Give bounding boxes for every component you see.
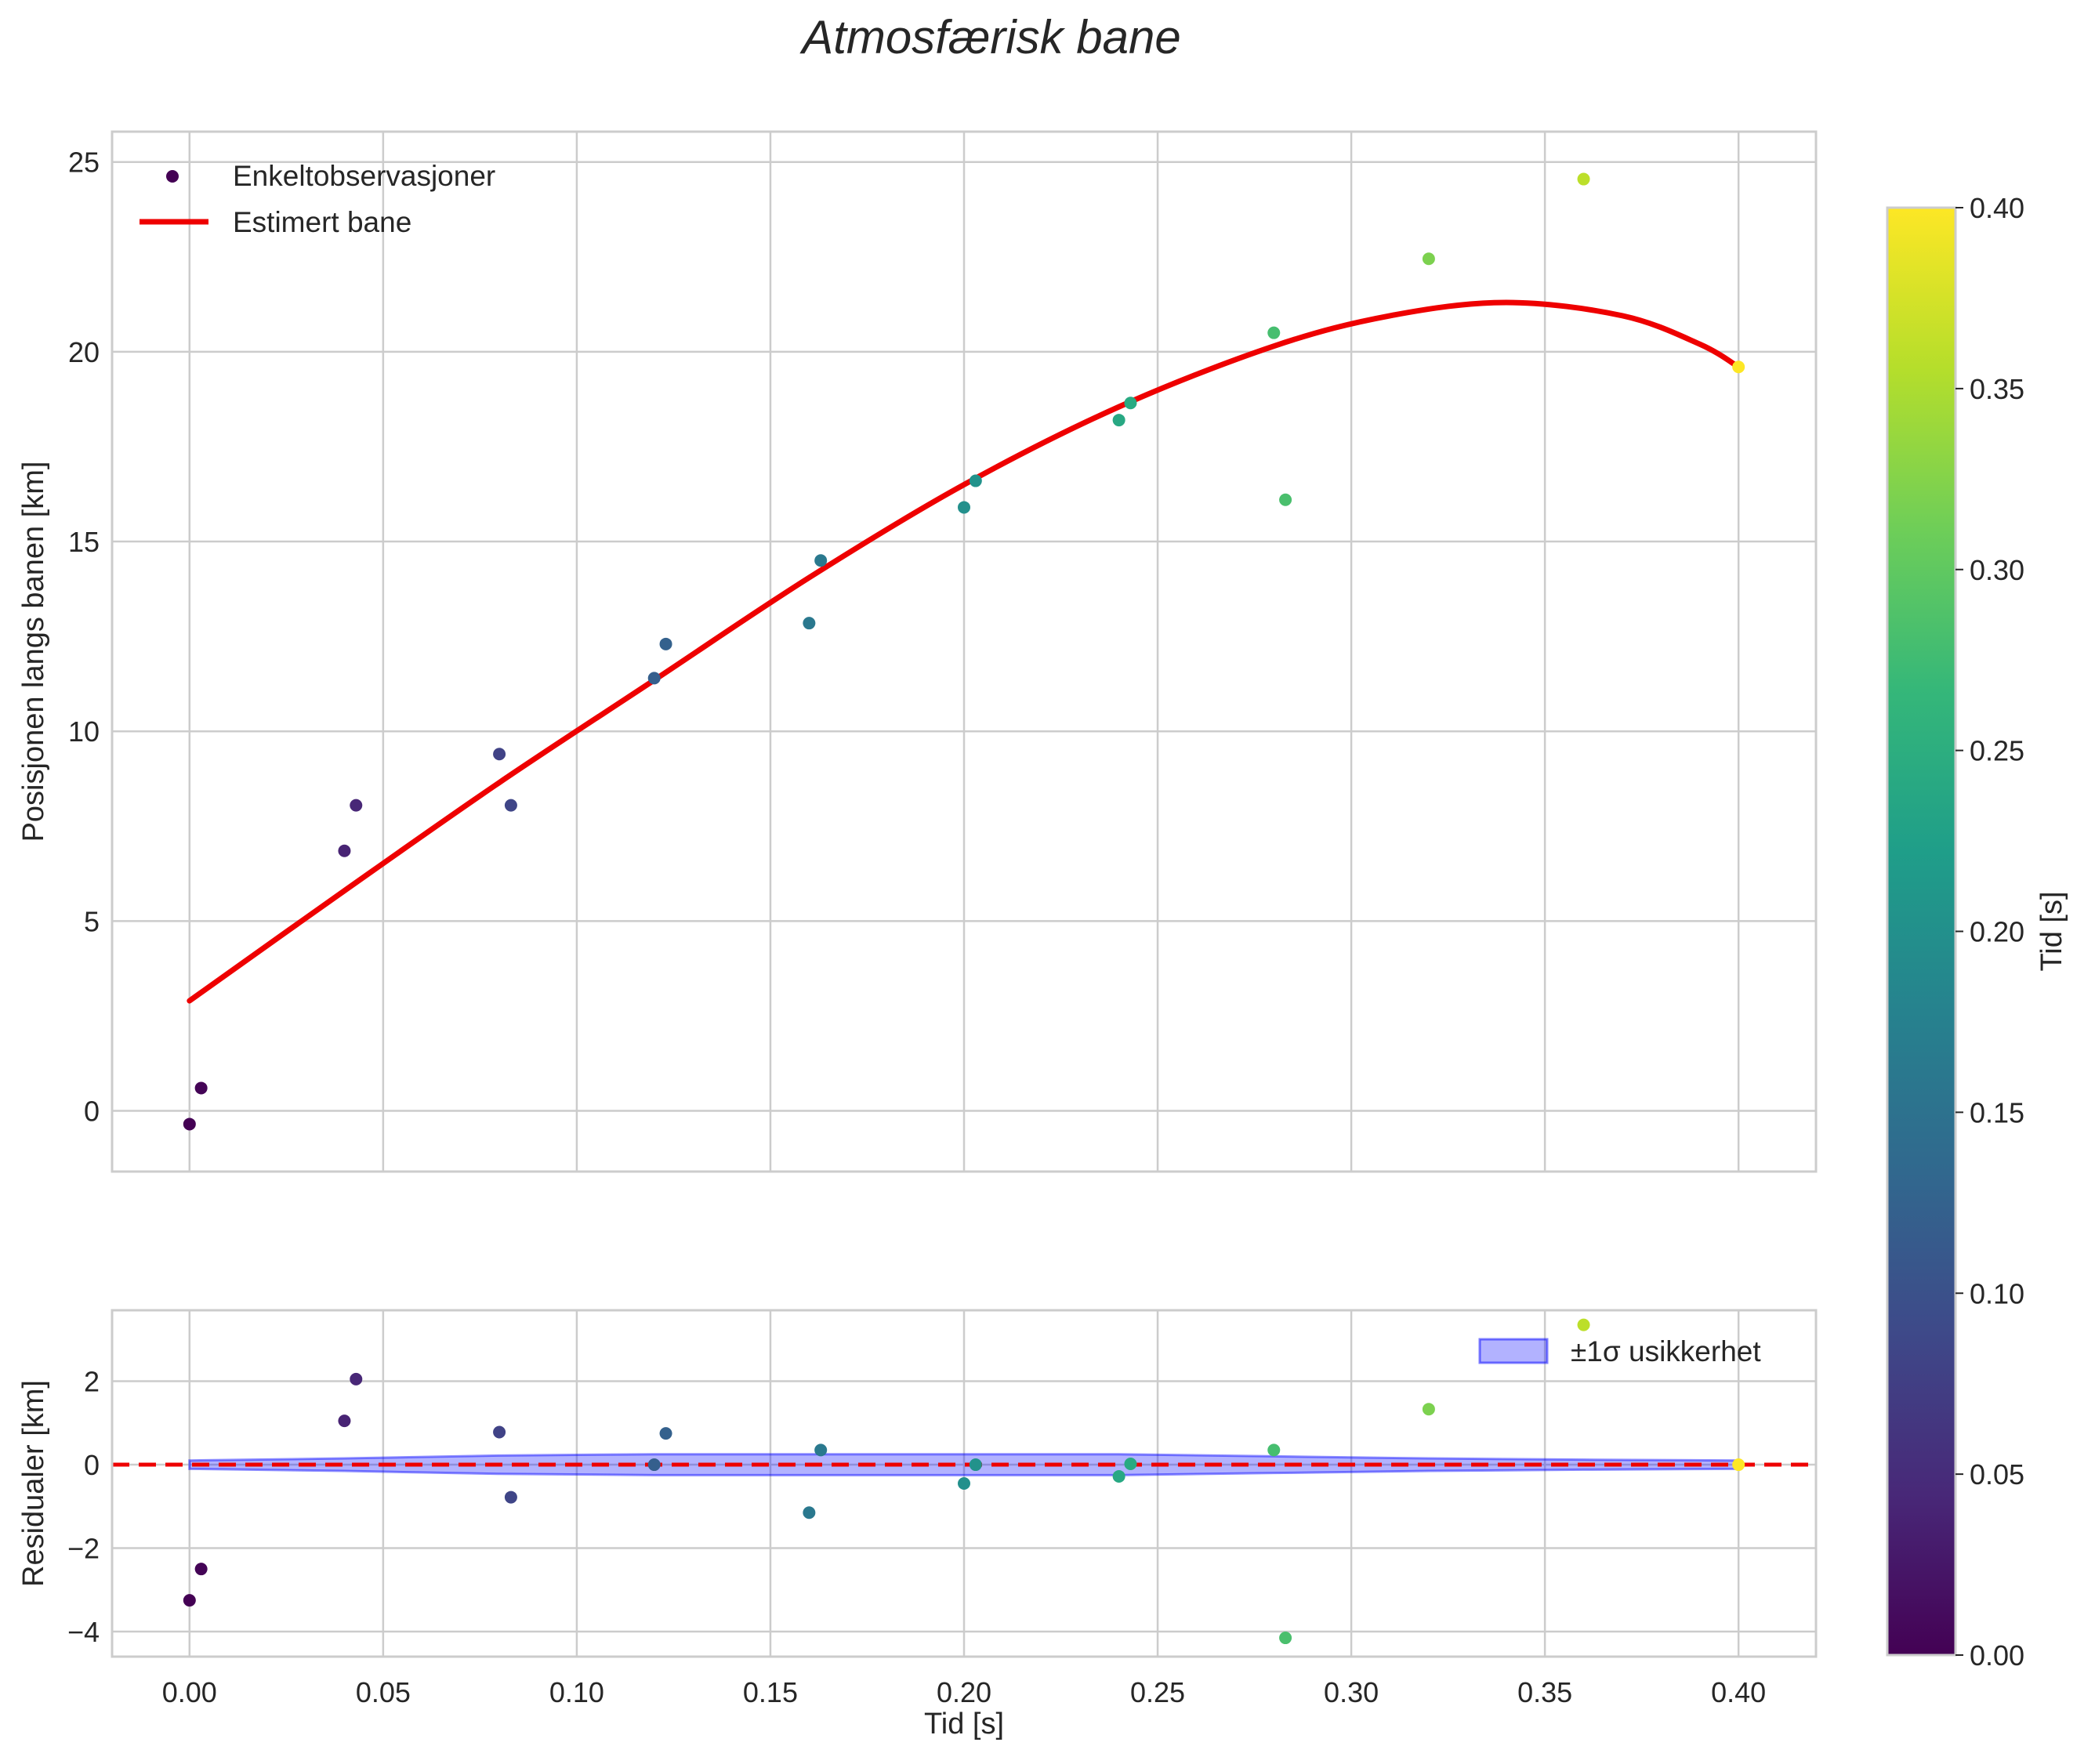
residual-point bbox=[958, 1477, 970, 1490]
chart-title: Atmosfærisk bane bbox=[799, 11, 1181, 63]
colorbar-label: Tid [s] bbox=[2035, 891, 2068, 971]
residual-point bbox=[194, 1563, 208, 1576]
legend-label-observations: Enkeltobservasjoner bbox=[233, 160, 495, 192]
residual-point bbox=[803, 1506, 816, 1520]
colorbar-tick-label: 0.05 bbox=[1970, 1458, 2024, 1491]
residual-y-tick-label: 2 bbox=[84, 1366, 100, 1398]
residual-points bbox=[183, 1318, 1745, 1645]
observation-point bbox=[183, 1117, 196, 1131]
residual-legend: ±1σ usikkerhet bbox=[1478, 1335, 1761, 1367]
residual-point bbox=[1732, 1458, 1745, 1472]
residual-point bbox=[338, 1414, 351, 1428]
x-tick-label: 0.10 bbox=[549, 1676, 604, 1708]
main-y-tick-labels: 0 5 10 15 20 25 bbox=[68, 147, 100, 1128]
x-tick-label: 0.25 bbox=[1130, 1676, 1185, 1708]
main-y-tick-label: 10 bbox=[68, 715, 100, 748]
main-y-tick-label: 20 bbox=[68, 336, 100, 368]
colorbar-tick-label: 0.15 bbox=[1970, 1096, 2024, 1128]
legend-label-fit: Estimert bane bbox=[233, 206, 411, 238]
observation-point bbox=[969, 474, 982, 487]
observation-point bbox=[1124, 397, 1137, 410]
colorbar-tick-label: 0.25 bbox=[1970, 735, 2024, 767]
main-y-tick-label: 15 bbox=[68, 526, 100, 558]
residual-panel: 20−2−4 0.00 0.05 0.10 0.15 0.20 0.25 0.30 0.35 0… bbox=[17, 1309, 1818, 1740]
colorbar-tick-label: 0.10 bbox=[1970, 1277, 2024, 1309]
x-tick-label: 0.35 bbox=[1517, 1676, 1572, 1708]
residual-point bbox=[814, 1443, 828, 1457]
legend-marker-observations bbox=[166, 170, 179, 183]
colorbar-gradient bbox=[1886, 206, 1957, 1657]
residual-point bbox=[969, 1458, 982, 1472]
main-y-axis-label: Posisjonen langs banen [km] bbox=[17, 462, 50, 842]
main-panel: 0 5 10 15 20 25 Posisjonen langs banen [km] E… bbox=[17, 130, 1818, 1173]
x-tick-label: 0.00 bbox=[162, 1676, 217, 1708]
residual-point bbox=[647, 1458, 661, 1472]
x-tick-label: 0.20 bbox=[937, 1676, 991, 1708]
main-y-tick-label: 5 bbox=[84, 905, 100, 937]
observation-point bbox=[1577, 172, 1590, 186]
main-legend: Enkeltobservasjoner Estimert bane bbox=[140, 160, 495, 238]
residual-y-tick-label: −4 bbox=[67, 1616, 100, 1648]
residual-point bbox=[659, 1427, 672, 1440]
observation-point bbox=[1112, 414, 1125, 427]
residual-axes-frame bbox=[111, 1309, 1818, 1658]
residual-y-tick-label: −2 bbox=[67, 1533, 100, 1565]
observation-point bbox=[814, 554, 828, 567]
colorbar-tick-labels: 0.00 0.05 0.10 0.15 0.20 0.25 0.30 0.35 0.40 bbox=[1955, 192, 2024, 1672]
residual-point bbox=[1112, 1469, 1125, 1483]
residual-point bbox=[504, 1491, 517, 1504]
residual-point bbox=[1577, 1318, 1590, 1331]
observation-point bbox=[194, 1081, 208, 1095]
residual-point bbox=[183, 1594, 196, 1607]
legend-label-band: ±1σ usikkerhet bbox=[1571, 1335, 1761, 1367]
residual-x-tick-labels: 0.00 0.05 0.10 0.15 0.20 0.25 0.30 0.35 0.40 bbox=[162, 1676, 1766, 1708]
observation-point bbox=[504, 799, 517, 812]
colorbar-tick-label: 0.35 bbox=[1970, 373, 2024, 405]
residual-point bbox=[493, 1425, 506, 1439]
colorbar-tick-label: 0.20 bbox=[1970, 916, 2024, 948]
x-tick-label: 0.40 bbox=[1711, 1676, 1766, 1708]
observation-point bbox=[958, 501, 970, 514]
residual-y-axis-label: Residualer [km] bbox=[17, 1380, 50, 1587]
fit-line-estimert-bane bbox=[187, 299, 1742, 1004]
colorbar: 0.00 0.05 0.10 0.15 0.20 0.25 0.30 0.35 0.40 Tid… bbox=[1886, 192, 2068, 1672]
main-y-tick-label: 25 bbox=[68, 147, 100, 179]
residual-y-tick-label: 0 bbox=[84, 1449, 100, 1481]
x-tick-label: 0.30 bbox=[1324, 1676, 1379, 1708]
residual-point bbox=[1124, 1457, 1137, 1470]
colorbar-tick-label: 0.00 bbox=[1970, 1639, 2024, 1672]
main-axes-frame bbox=[111, 130, 1818, 1173]
observation-point bbox=[1732, 360, 1745, 374]
main-y-tick-label: 0 bbox=[84, 1096, 100, 1128]
observation-points bbox=[183, 172, 1745, 1131]
observation-point bbox=[338, 844, 351, 857]
observation-point bbox=[1279, 493, 1292, 506]
observation-point bbox=[803, 617, 816, 630]
x-axis-label: Tid [s] bbox=[924, 1708, 1004, 1740]
legend-swatch-band bbox=[1478, 1338, 1549, 1364]
colorbar-tick-label: 0.30 bbox=[1970, 554, 2024, 586]
residual-y-tick-labels: 2 0 −2 −4 bbox=[67, 1366, 100, 1649]
residual-point bbox=[1422, 1403, 1435, 1416]
residual-point bbox=[1279, 1632, 1292, 1645]
residual-point bbox=[1267, 1443, 1281, 1457]
x-tick-label: 0.05 bbox=[356, 1676, 411, 1708]
observation-point bbox=[659, 637, 672, 650]
colorbar-tick-label: 0.40 bbox=[1970, 192, 2024, 224]
observation-point bbox=[493, 748, 506, 761]
observation-point bbox=[1267, 326, 1281, 339]
x-tick-label: 0.15 bbox=[743, 1676, 798, 1708]
observation-point bbox=[350, 799, 363, 812]
residual-point bbox=[350, 1372, 363, 1385]
observation-point bbox=[647, 672, 661, 685]
observation-point bbox=[1422, 252, 1435, 266]
